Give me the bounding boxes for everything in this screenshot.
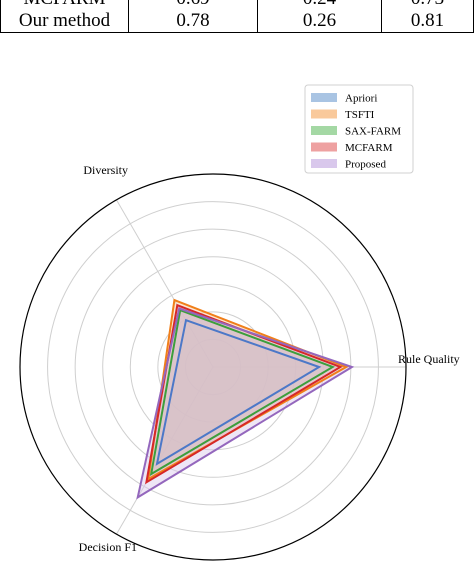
legend-swatch bbox=[311, 126, 337, 135]
legend-label: MCFARM bbox=[345, 142, 393, 154]
table-cell: Our method bbox=[0, 10, 129, 33]
table-row: Our method 0.78 0.26 0.81 bbox=[0, 10, 474, 33]
table-cell: 0.24 bbox=[257, 0, 382, 10]
legend-swatch bbox=[311, 142, 337, 152]
table-cell: 0.78 bbox=[128, 10, 258, 33]
series-line bbox=[149, 308, 336, 476]
legend-label: SAX-FARM bbox=[345, 126, 401, 138]
radar-frame bbox=[19, 173, 407, 561]
series-line bbox=[155, 318, 322, 466]
legend-swatch bbox=[311, 93, 337, 102]
series-line bbox=[136, 307, 355, 500]
grid-spoke bbox=[116, 199, 214, 368]
legend-swatch bbox=[311, 159, 337, 168]
table-cell: 0.26 bbox=[257, 10, 382, 33]
grid-spoke bbox=[116, 366, 214, 535]
table-cell: 0.81 bbox=[381, 10, 474, 33]
axis-label: Decision F1 bbox=[79, 540, 137, 554]
table-row: MCFARM 0.69 0.24 0.73 bbox=[0, 0, 474, 10]
table-cell: 0.73 bbox=[381, 0, 474, 10]
results-table: MCFARM 0.69 0.24 0.73 Our method 0.78 0.… bbox=[0, 0, 474, 33]
axis-label: Rule Quality bbox=[398, 352, 460, 366]
series-area bbox=[148, 300, 347, 479]
series-area bbox=[157, 320, 320, 464]
axis-label: Diversity bbox=[83, 163, 128, 177]
legend-label: Apriori bbox=[345, 93, 377, 105]
table-cell: MCFARM bbox=[0, 0, 129, 10]
legend-swatch bbox=[311, 109, 337, 119]
legend-label: TSFTI bbox=[345, 109, 375, 121]
table-cell: 0.69 bbox=[128, 0, 258, 10]
legend-label: Proposed bbox=[345, 159, 386, 171]
